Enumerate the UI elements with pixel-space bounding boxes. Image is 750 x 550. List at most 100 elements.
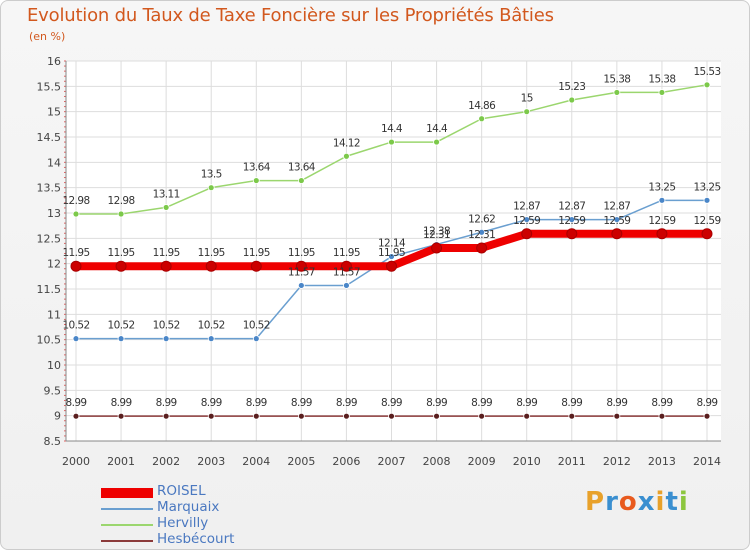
data-point-roisel (476, 242, 488, 254)
data-point-marquaix (343, 282, 350, 289)
data-point-roisel (431, 242, 443, 254)
data-label-hervilly: 14.4 (426, 123, 448, 135)
logo-letter: P (585, 487, 606, 517)
data-point-hervilly (252, 177, 260, 184)
data-point-marquaix (523, 216, 531, 223)
data-label-roisel: 11.95 (62, 247, 89, 259)
y-axis-unit: (en %) (29, 30, 66, 43)
data-point-marquaix (703, 196, 711, 204)
data-label-marquaix: 12.87 (513, 201, 540, 213)
y-tick-label: 10.5 (37, 334, 62, 347)
data-label-hervilly: 14.86 (468, 100, 496, 112)
data-point-roisel (611, 228, 623, 240)
logo-letter: o (618, 487, 638, 517)
x-tick-label: 2012 (603, 455, 631, 468)
data-label-hesbcourt: 8.99 (66, 397, 87, 409)
data-label-marquaix: 12.14 (378, 238, 406, 250)
data-point-hesbcourt (703, 412, 711, 420)
x-tick-label: 2008 (423, 455, 451, 468)
data-point-roisel (656, 228, 668, 240)
data-label-hesbcourt: 8.99 (246, 397, 267, 409)
y-tick-label: 9 (54, 410, 61, 423)
y-tick-label: 12 (47, 258, 61, 271)
data-label-roisel: 11.95 (153, 247, 180, 259)
data-label-hervilly: 13.64 (243, 162, 271, 174)
data-point-hesbcourt (433, 412, 440, 420)
data-label-hesbcourt: 8.99 (516, 397, 537, 409)
x-tick-label: 2013 (648, 455, 676, 468)
data-label-marquaix: 10.52 (62, 320, 89, 332)
line-chart: 8.5 9 9.5 10 10.5 11 11.5 12 12.5 13 13.5 14 14.5 15 1… (37, 55, 722, 468)
data-point-roisel (701, 228, 713, 240)
logo-letter: x (637, 487, 656, 517)
data-point-roisel (386, 260, 397, 272)
data-label-marquaix: 11.57 (288, 266, 315, 278)
data-label-roisel: 11.95 (378, 247, 405, 259)
x-tick-label: 2009 (468, 455, 496, 468)
y-tick-label: 15.5 (37, 80, 62, 93)
data-label-hesbcourt: 8.99 (697, 397, 718, 409)
data-label-hesbcourt: 8.99 (201, 397, 222, 409)
data-point-hervilly (72, 210, 80, 218)
data-point-hervilly (207, 184, 215, 192)
x-tick-label: 2004 (242, 455, 270, 468)
data-point-hesbcourt (568, 412, 576, 420)
data-point-hervilly (658, 89, 666, 96)
data-point-hervilly (568, 96, 576, 104)
data-label-marquaix: 12.38 (423, 225, 450, 237)
data-label-roisel: 12.59 (558, 215, 585, 227)
data-label-hervilly: 15.23 (558, 81, 585, 93)
data-point-roisel (566, 228, 578, 240)
y-tick-label: 9.5 (44, 384, 62, 397)
data-point-marquaix (72, 335, 80, 343)
data-label-hesbcourt: 8.99 (156, 397, 177, 409)
data-label-roisel: 12.59 (693, 215, 720, 227)
data-label-marquaix: 12.87 (558, 201, 585, 213)
data-label-roisel: 12.59 (648, 215, 675, 227)
data-point-marquaix (568, 216, 576, 223)
y-tick-label: 13 (47, 207, 61, 220)
x-tick-label: 2007 (378, 455, 406, 468)
y-tick-label: 8.5 (44, 435, 62, 448)
data-label-roisel: 11.95 (108, 247, 135, 259)
legend-swatch-hervilly (101, 524, 153, 526)
data-label-hervilly: 15.38 (603, 73, 630, 85)
data-point-marquaix (207, 335, 215, 343)
legend-item-marquaix: Marquaix (101, 499, 361, 517)
y-tick-label: 12.5 (37, 232, 62, 245)
data-label-hervilly: 15 (521, 93, 533, 105)
data-point-hesbcourt (478, 412, 486, 420)
data-point-hesbcourt (297, 412, 305, 420)
data-point-marquaix (388, 253, 395, 260)
data-point-hesbcourt (343, 412, 350, 420)
data-label-hervilly: 12.98 (108, 195, 135, 207)
data-point-hervilly (703, 81, 711, 89)
data-label-marquaix: 12.87 (603, 201, 630, 213)
data-label-marquaix: 10.52 (198, 320, 225, 332)
logo-letter: i (655, 487, 666, 517)
x-tick-label: 2001 (107, 455, 135, 468)
data-point-marquaix (297, 282, 305, 289)
data-point-hervilly (478, 115, 486, 123)
y-tick-label: 11 (47, 308, 61, 321)
logo-letter: i (678, 487, 689, 517)
data-point-hesbcourt (613, 412, 621, 420)
legend-label-hesbecourt: Hesbécourt (157, 531, 235, 547)
data-label-roisel: 12.59 (513, 215, 540, 227)
data-label-hervilly: 14.12 (333, 137, 360, 149)
data-point-hesbcourt (658, 412, 666, 420)
data-point-roisel (250, 260, 262, 272)
data-point-marquaix (162, 335, 170, 343)
data-point-hesbcourt (252, 412, 260, 420)
data-label-roisel: 12.59 (603, 215, 630, 227)
y-tick-label: 11.5 (37, 283, 62, 296)
data-label-hesbcourt: 8.99 (111, 397, 132, 409)
data-point-hesbcourt (523, 412, 531, 420)
data-point-hervilly (433, 138, 440, 146)
data-label-hesbcourt: 8.99 (471, 397, 492, 409)
data-label-roisel: 11.95 (288, 247, 315, 259)
legend-label-marquaix: Marquaix (157, 499, 220, 515)
y-tick-label: 10 (47, 359, 61, 372)
data-label-marquaix: 11.57 (333, 266, 360, 278)
data-label-roisel: 12.31 (468, 229, 495, 241)
